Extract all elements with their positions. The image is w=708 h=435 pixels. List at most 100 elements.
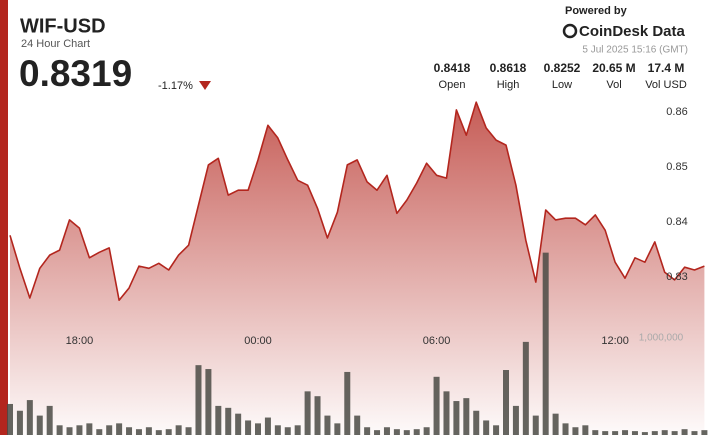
- y-tick-label: 0.86: [666, 106, 687, 118]
- stat-label: High: [497, 79, 520, 91]
- volume-bar: [661, 430, 668, 435]
- volume-bar: [185, 427, 192, 435]
- volume-bar: [195, 365, 202, 435]
- volume-bar: [552, 413, 559, 435]
- y-tick-label: 0.85: [666, 161, 687, 173]
- stat-label: Vol USD: [645, 79, 687, 91]
- volume-bar: [145, 427, 152, 435]
- volume-bar: [622, 430, 629, 435]
- volume-bar: [493, 425, 500, 435]
- timestamp: 5 Jul 2025 15:16 (GMT): [582, 45, 688, 56]
- x-tick-label: 18:00: [66, 335, 94, 347]
- stat-value: 0.8252: [544, 61, 581, 75]
- volume-bar: [443, 391, 450, 435]
- volume-bar: [26, 400, 33, 435]
- volume-bar: [235, 413, 242, 435]
- volume-bar: [364, 427, 371, 435]
- volume-bar: [314, 396, 321, 435]
- volume-bar: [522, 341, 529, 435]
- volume-bar: [532, 415, 539, 435]
- volume-bar: [86, 423, 93, 435]
- volume-bar: [294, 425, 301, 435]
- volume-bar: [701, 430, 708, 435]
- y-tick-label: 0.83: [666, 271, 687, 283]
- volume-bar: [215, 405, 222, 435]
- volume-bar: [344, 371, 351, 435]
- volume-bar: [116, 423, 123, 435]
- volume-bar: [245, 420, 252, 435]
- volume-bar: [304, 391, 311, 435]
- brand-logo: [562, 23, 578, 39]
- change: -1.17%: [158, 80, 193, 92]
- volume-bar: [612, 431, 619, 435]
- volume-bar: [56, 425, 63, 435]
- volume-bar: [46, 405, 53, 435]
- volume-bar: [483, 420, 490, 435]
- volume-bar: [165, 429, 172, 435]
- volume-bar: [324, 415, 331, 435]
- stats: 0.8418 Open 0.8618 High 0.8252 Low 20.65 M Vol 1…: [434, 61, 687, 91]
- volume-bar: [651, 431, 658, 435]
- volume-bar: [96, 429, 103, 435]
- down-arrow: [199, 81, 211, 90]
- volume-bar: [602, 431, 609, 435]
- price-line: [9, 101, 705, 301]
- plot: 0.83 0.84 0.85 0.86 18:00 00:00 06:00 12:00 1,00…: [7, 101, 708, 435]
- volume-bar: [374, 430, 381, 435]
- volume-bar: [155, 430, 162, 435]
- volume-bar: [592, 430, 599, 435]
- stat-value: 0.8418: [434, 61, 471, 75]
- volume-bar: [106, 425, 113, 435]
- stat-value: 20.65 M: [592, 61, 635, 75]
- volume-bar: [413, 429, 420, 435]
- volume-bar: [225, 407, 232, 435]
- volume-bar: [562, 423, 569, 435]
- volume-bar: [175, 425, 182, 435]
- x-tick-label: 12:00: [601, 335, 629, 347]
- stat-label: Open: [439, 79, 466, 91]
- volume-bar: [572, 427, 579, 435]
- volume-bar: [334, 423, 341, 435]
- price-area: [10, 102, 705, 435]
- volume-bar: [423, 427, 430, 435]
- volume-bar: [433, 376, 440, 435]
- volume-bar: [631, 431, 638, 435]
- volume-bar: [264, 417, 271, 435]
- volume-bar: [255, 423, 261, 435]
- volume-bar: [66, 427, 73, 435]
- symbol: WIF-USD: [20, 15, 106, 37]
- volume-bar: [512, 405, 519, 435]
- stat-value: 0.8618: [490, 61, 527, 75]
- volume-bar: [205, 369, 212, 435]
- volume-bar: [582, 425, 589, 435]
- volume-bar: [691, 431, 698, 435]
- price: 0.8319: [19, 53, 132, 94]
- volume-bar: [393, 429, 400, 435]
- powered-by: Powered by: [565, 5, 628, 17]
- volume-bar: [126, 427, 133, 435]
- volume-bar: [284, 427, 291, 435]
- volume-bar: [354, 415, 361, 435]
- volume-bar: [76, 425, 83, 435]
- volume-bar: [503, 370, 509, 435]
- volume-bar: [542, 252, 549, 435]
- volume-bar: [463, 398, 470, 435]
- volume-bar: [36, 415, 43, 435]
- volume-bar: [681, 429, 688, 435]
- brand: CoinDesk Data: [579, 23, 686, 40]
- volume-bar: [135, 429, 142, 435]
- volume-bar: [473, 410, 480, 435]
- volume-bar: [383, 427, 390, 435]
- accent-bar: [0, 0, 8, 435]
- stat-label: Low: [552, 79, 572, 91]
- stat-value: 17.4 M: [648, 61, 685, 75]
- volume-bar: [274, 425, 281, 435]
- volume-bar: [671, 431, 678, 435]
- x-tick-label: 06:00: [423, 335, 451, 347]
- volume-bar: [641, 432, 648, 435]
- volume-tick-label: 1,000,000: [639, 333, 684, 344]
- volume-bar: [16, 410, 23, 435]
- x-tick-label: 00:00: [244, 335, 272, 347]
- stat-label: Vol: [606, 79, 621, 91]
